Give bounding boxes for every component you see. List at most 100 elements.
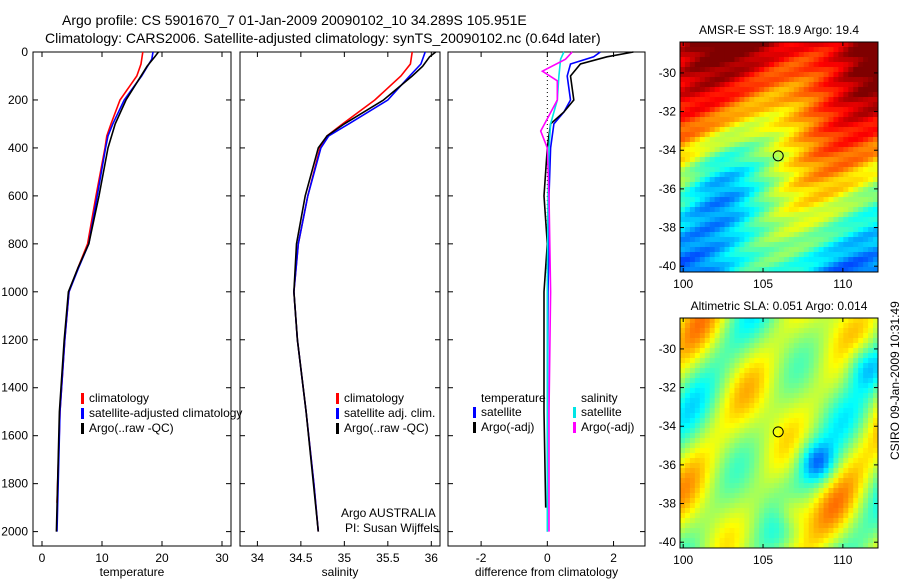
heatmap-cell — [858, 82, 864, 88]
heatmap-cell — [729, 408, 735, 414]
heatmap-cell — [788, 383, 795, 389]
heatmap-cell — [749, 167, 755, 173]
plot-frame — [447, 51, 646, 547]
heatmap-cell — [858, 127, 864, 133]
heatmap-cell — [744, 192, 750, 198]
heatmap-cell — [714, 137, 721, 143]
heatmap-cell — [724, 443, 730, 449]
heatmap-cell — [704, 97, 711, 103]
heatmap-cell — [783, 468, 790, 474]
heatmap-cell — [704, 222, 711, 228]
heatmap-cell — [680, 197, 686, 203]
heatmap-cell — [714, 107, 721, 113]
y-tick-label: 0 — [21, 45, 28, 59]
heatmap-cell — [769, 57, 775, 63]
heatmap-cell — [699, 488, 706, 494]
heatmap-cell — [744, 62, 750, 68]
heatmap-cell — [704, 192, 711, 198]
heatmap-cell — [684, 343, 691, 349]
heatmap-cell — [754, 483, 760, 489]
heatmap-cell — [813, 378, 820, 384]
heatmap-cell — [798, 142, 805, 148]
heatmap-cell — [694, 433, 701, 439]
heatmap-cell — [833, 403, 839, 409]
heatmap-cell — [798, 373, 805, 379]
heatmap-cell — [774, 393, 780, 399]
heatmap-cell — [783, 413, 790, 419]
heatmap-cell — [858, 443, 864, 449]
heatmap-cell — [739, 172, 745, 178]
heatmap-cell — [694, 428, 701, 434]
heatmap-cell — [759, 117, 765, 123]
heatmap-cell — [704, 328, 711, 334]
heatmap-cell — [853, 323, 859, 329]
heatmap-cell — [680, 222, 686, 228]
heatmap-cell — [783, 207, 790, 213]
heatmap-cell — [783, 112, 790, 118]
heatmap-cell — [873, 62, 879, 68]
heatmap-cell — [689, 463, 696, 469]
heatmap-cell — [694, 192, 701, 198]
heatmap-cell — [704, 242, 711, 248]
heatmap-cell — [699, 167, 706, 173]
heatmap-cell — [739, 192, 745, 198]
heatmap-cell — [868, 503, 874, 509]
heatmap-cell — [853, 52, 859, 58]
heatmap-cell — [783, 122, 790, 128]
heatmap-cell — [853, 132, 859, 138]
plot-frame — [239, 51, 441, 547]
heatmap-cell — [724, 52, 730, 58]
heatmap-cell — [704, 247, 711, 253]
heatmap-cell — [798, 413, 805, 419]
heatmap-cell — [680, 443, 686, 449]
heatmap-cell — [689, 403, 696, 409]
heatmap-cell — [818, 508, 825, 514]
heatmap-cell — [724, 42, 730, 48]
heatmap-cell — [724, 217, 730, 223]
heatmap-cell — [863, 463, 869, 469]
heatmap-cell — [873, 122, 879, 128]
heatmap-cell — [709, 383, 716, 389]
heatmap-cell — [798, 232, 805, 238]
heatmap-cell — [734, 453, 740, 459]
heatmap-cell — [704, 137, 711, 143]
heatmap-cell — [873, 237, 879, 243]
heatmap-cell — [783, 57, 790, 63]
heatmap-cell — [714, 222, 721, 228]
heatmap-cell — [833, 207, 839, 213]
heatmap-cell — [848, 383, 854, 389]
heatmap-cell — [783, 52, 790, 58]
heatmap-cell — [729, 232, 735, 238]
heatmap-cell — [783, 242, 790, 248]
heatmap-cell — [694, 142, 701, 148]
heatmap-cell — [793, 483, 800, 489]
heatmap-cell — [798, 503, 805, 509]
heatmap-cell — [833, 42, 839, 48]
heatmap-cell — [754, 478, 760, 484]
map-y-tick-label: -40 — [659, 259, 677, 273]
map-title: AMSR-E SST: 18.9 Argo: 19.4 — [699, 23, 859, 37]
heatmap-cell — [684, 47, 691, 53]
heatmap-cell — [838, 463, 844, 469]
heatmap-cell — [699, 112, 706, 118]
heatmap-cell — [719, 102, 726, 108]
heatmap-cell — [873, 538, 879, 544]
heatmap-cell — [838, 353, 844, 359]
heatmap-cell — [863, 368, 869, 374]
heatmap-cell — [689, 503, 696, 509]
heatmap-cell — [699, 333, 706, 339]
heatmap-cell — [779, 443, 785, 449]
heatmap-cell — [808, 242, 815, 248]
legend-temperature-title: temperature — [481, 391, 546, 405]
heatmap-cell — [734, 533, 740, 539]
heatmap-cell — [798, 343, 805, 349]
heatmap-cell — [769, 127, 775, 133]
heatmap-cell — [704, 418, 711, 424]
heatmap-cell — [680, 227, 686, 233]
heatmap-cell — [684, 358, 691, 364]
heatmap-cell — [843, 67, 849, 73]
heatmap-cell — [779, 448, 785, 454]
heatmap-cell — [793, 493, 800, 499]
heatmap-cell — [873, 528, 879, 534]
heatmap-cell — [774, 448, 780, 454]
